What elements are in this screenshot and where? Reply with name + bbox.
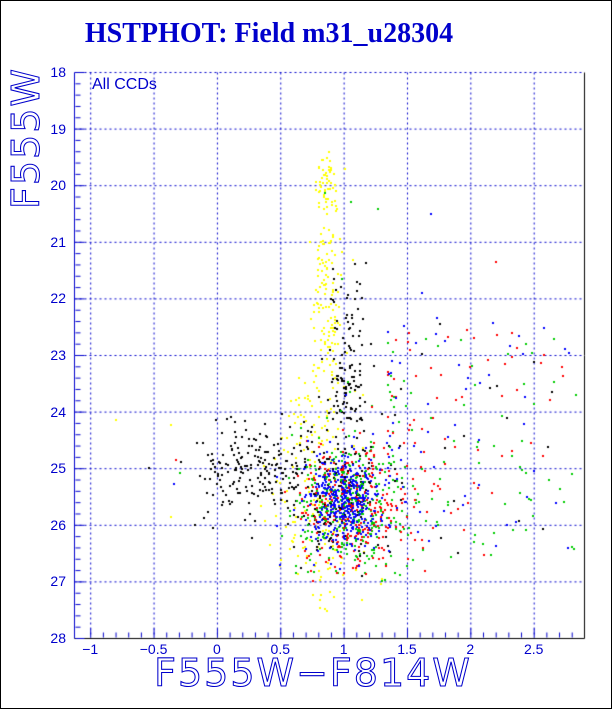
y-tick-label: 19 (50, 120, 66, 137)
x-axis-label: F555W−F814W (154, 650, 472, 695)
x-tick-label: 2.5 (523, 641, 544, 657)
y-tick-label: 21 (50, 233, 66, 250)
y-tick-label: 24 (50, 403, 66, 420)
y-tick-label: 27 (50, 573, 66, 590)
y-tick-label: 22 (50, 290, 66, 307)
x-tick-label: 0 (213, 641, 221, 657)
y-tick-label: 28 (50, 630, 66, 646)
x-tick-label: 0.5 (270, 641, 290, 657)
y-tick-label: 25 (50, 460, 66, 477)
x-tick-label: 1 (339, 641, 348, 657)
x-tick-label: 1.5 (397, 641, 417, 657)
y-tick-label: 18 (50, 64, 66, 80)
page-title: HSTPHOT: Field m31_u28304 (84, 18, 454, 49)
plot-annotation: All CCDs (92, 76, 157, 93)
y-tick-label: 20 (50, 177, 66, 194)
x-tick-label: −1 (82, 641, 99, 657)
y-tick-label: 23 (50, 347, 66, 363)
y-tick-label: 26 (50, 516, 66, 533)
x-tick-label: 2 (466, 641, 475, 657)
x-tick-label: −0.5 (139, 641, 168, 657)
